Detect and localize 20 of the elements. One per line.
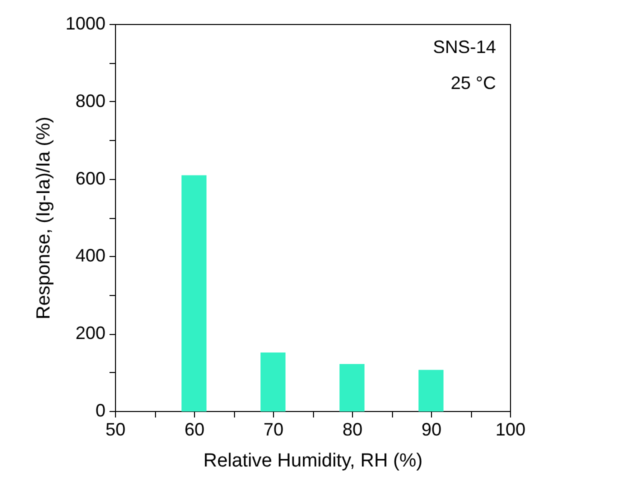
bar — [182, 175, 206, 412]
y-tick-label: 0 — [95, 400, 106, 420]
y-tick-label: 400 — [75, 246, 106, 266]
x-tick-label: 60 — [184, 420, 205, 440]
y-axis-title: Response, (Ig-Ia)/Ia (%) — [33, 116, 54, 320]
x-tick-label: 50 — [105, 420, 126, 440]
y-tick-label: 1000 — [65, 14, 106, 34]
annotation: 25 °C — [450, 73, 496, 93]
y-tick-label: 600 — [75, 168, 106, 188]
x-tick-label: 70 — [263, 420, 284, 440]
x-tick-label: 90 — [421, 420, 442, 440]
x-tick-label: 80 — [342, 420, 363, 440]
x-tick-label: 100 — [495, 420, 526, 440]
annotation: SNS-14 — [432, 37, 496, 57]
bar — [340, 364, 364, 412]
bar — [260, 352, 286, 412]
y-tick-label: 800 — [75, 90, 106, 111]
x-axis-title: Relative Humidity, RH (%) — [203, 450, 423, 472]
bar — [418, 370, 444, 412]
y-tick-label: 200 — [75, 323, 106, 344]
